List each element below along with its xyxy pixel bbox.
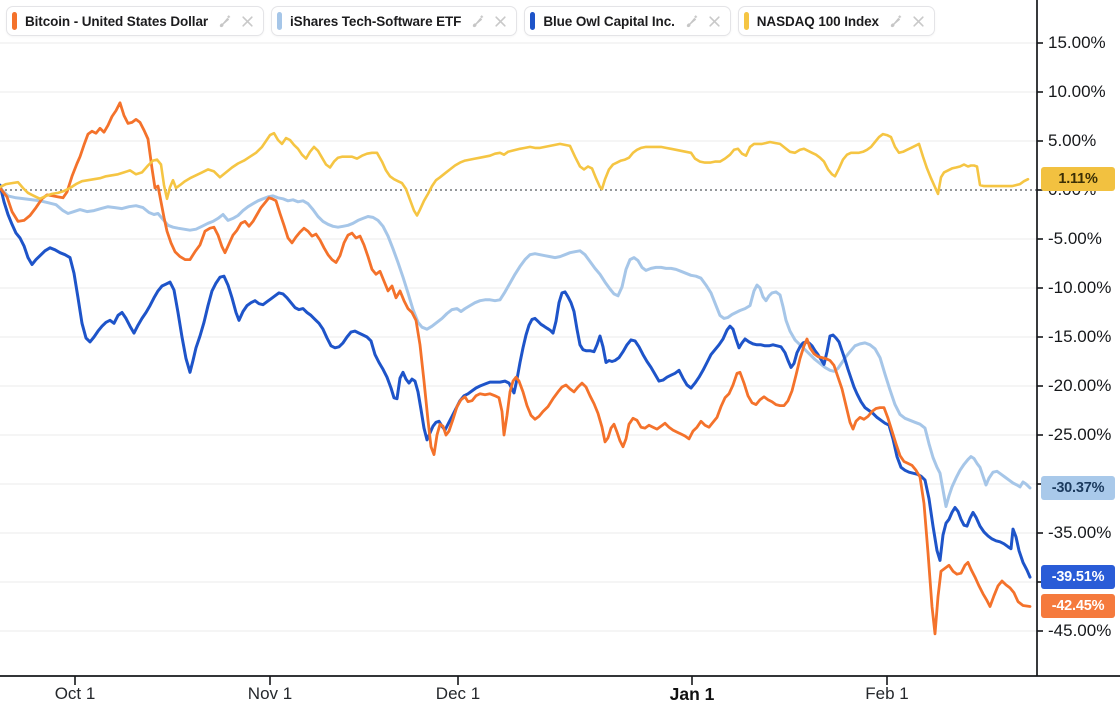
legend-chip-nasdaq[interactable]: NASDAQ 100 Index: [737, 6, 935, 36]
y-tick-label: -5.00%: [1048, 229, 1102, 248]
close-icon[interactable]: [494, 15, 507, 28]
legend-chip-blue-owl[interactable]: Blue Owl Capital Inc.: [524, 6, 731, 36]
y-tick-label: -10.00%: [1048, 278, 1112, 297]
y-tick-label: -45.00%: [1048, 621, 1112, 640]
x-tick-label: Dec 1: [435, 684, 481, 703]
x-tick-label: Feb 1: [865, 684, 909, 703]
y-tick-label: -15.00%: [1048, 327, 1112, 346]
y-tick-label: 10.00%: [1048, 82, 1106, 101]
legend: Bitcoin - United States Dollar iShares T…: [6, 6, 935, 36]
legend-chip-label: Bitcoin - United States Dollar: [25, 13, 209, 29]
last-value-badge: -39.51%: [1041, 565, 1115, 590]
legend-chip-bitcoin[interactable]: Bitcoin - United States Dollar: [6, 6, 265, 36]
series-color-bar: [277, 12, 283, 30]
series-color-bar: [743, 12, 749, 30]
y-tick-label: -25.00%: [1048, 425, 1112, 444]
legend-chip-ishares[interactable]: iShares Tech-Software ETF: [271, 6, 518, 36]
x-tick-label: Oct 1: [54, 684, 96, 703]
y-tick-label: 15.00%: [1048, 33, 1106, 52]
brush-icon[interactable]: [217, 14, 232, 29]
brush-icon[interactable]: [684, 14, 699, 29]
brush-icon[interactable]: [470, 14, 485, 29]
series-color-bar: [530, 12, 536, 30]
close-icon[interactable]: [708, 15, 721, 28]
legend-chip-label: iShares Tech-Software ETF: [290, 13, 462, 29]
close-icon[interactable]: [241, 15, 254, 28]
y-tick-label: -35.00%: [1048, 523, 1112, 542]
legend-chip-label: NASDAQ 100 Index: [756, 13, 879, 29]
brush-icon[interactable]: [888, 14, 903, 29]
series-color-bar: [12, 12, 17, 30]
last-value-badge: 1.11%: [1041, 167, 1115, 192]
x-tick-label: Nov 1: [247, 684, 293, 703]
y-tick-label: -20.00%: [1048, 376, 1112, 395]
last-value-badge: -42.45%: [1041, 594, 1115, 618]
x-tick-label: Jan 1: [669, 684, 715, 704]
legend-chip-label: Blue Owl Capital Inc.: [543, 13, 675, 29]
last-value-badge: -30.37%: [1041, 475, 1115, 500]
close-icon[interactable]: [912, 15, 925, 28]
y-tick-label: 5.00%: [1048, 131, 1097, 150]
